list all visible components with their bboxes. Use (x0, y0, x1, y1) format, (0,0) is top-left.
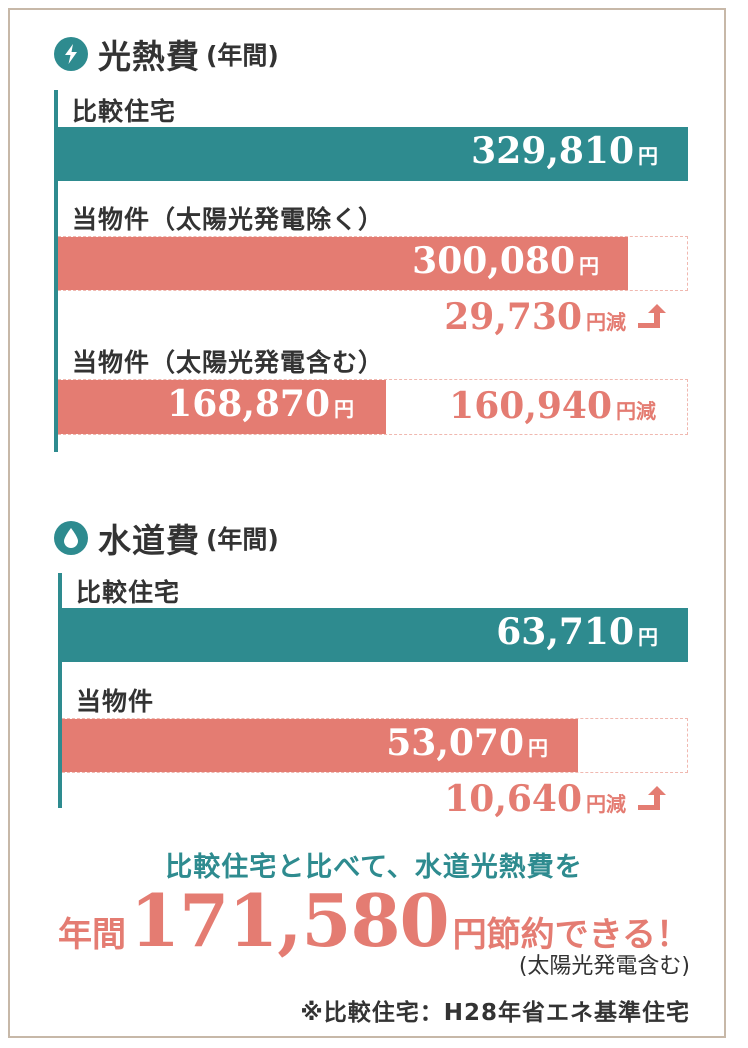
energy-bar-incl-solar-value: 168,870 円 (58, 383, 354, 431)
panel-frame (8, 8, 726, 1038)
energy-row-3-label: 当物件（太陽光発電含む） (72, 348, 385, 377)
water-section-title: 水道費 (年間) (54, 514, 279, 562)
energy-axis-line (54, 90, 58, 452)
turn-up-arrow-icon (636, 778, 666, 820)
lightning-icon (54, 37, 88, 71)
turn-up-arrow-icon (636, 296, 666, 338)
water-unit-2: 円 (528, 736, 548, 760)
energy-diff-1: 29,730 円減 (444, 296, 666, 338)
water-value-1: 63,710 (496, 611, 634, 653)
water-row-2-label: 当物件 (76, 687, 155, 716)
energy-bar-excl-solar (58, 237, 628, 290)
energy-section-title: 光熱費 (年間) (54, 30, 279, 78)
energy-diff-2: 160,940 円減 (449, 385, 656, 427)
energy-bar-comparison-value: 329,810 円 (58, 130, 658, 178)
energy-title: 光熱費 (98, 37, 200, 76)
energy-unit-3: 円 (334, 397, 354, 421)
summary-line-2: 年間 171,580 円節約できる！ (0, 878, 748, 963)
summary-prefix: 年間 (58, 915, 126, 955)
energy-row-2-label: 当物件（太陽光発電除く） (72, 205, 385, 234)
summary-note: (太陽光発電含む) (518, 954, 690, 979)
water-title: 水道費 (98, 521, 200, 560)
water-axis-line (58, 573, 62, 808)
water-row-1-label: 比較住宅 (76, 578, 181, 607)
energy-value-2: 300,080 (412, 240, 575, 282)
water-unit-1: 円 (638, 625, 658, 649)
summary-line-1: 比較住宅と比べて、水道光熱費を (165, 852, 583, 883)
water-value-2: 53,070 (386, 722, 524, 764)
water-bar-comparison-value: 63,710 円 (62, 611, 658, 659)
summary-suffix: 円節約できる！ (452, 915, 690, 955)
energy-title-sub: (年間) (206, 41, 279, 70)
energy-diff-2-unit: 円減 (616, 399, 656, 423)
water-diff-1-value: 10,640 (444, 778, 582, 820)
energy-bar-incl-solar (58, 380, 386, 434)
water-diff-1-unit: 円減 (586, 792, 626, 816)
water-bar-comparison (62, 608, 688, 662)
energy-unit-2: 円 (579, 254, 599, 278)
energy-diff-1-value: 29,730 (444, 296, 582, 338)
water-title-sub: (年間) (206, 525, 279, 554)
water-diff-1: 10,640 円減 (444, 778, 666, 820)
summary-amount: 171,580 (130, 878, 450, 963)
footnote: ※比較住宅：H28年省エネ基準住宅 (300, 1000, 690, 1026)
energy-bar-excl-solar-value: 300,080 円 (58, 240, 599, 288)
water-drop-icon (54, 521, 88, 555)
water-bar-property (62, 719, 578, 772)
energy-diff-1-unit: 円減 (586, 310, 626, 334)
energy-row-1-label: 比較住宅 (72, 97, 177, 126)
water-bar-property-value: 53,070 円 (62, 722, 548, 770)
energy-unit-1: 円 (638, 144, 658, 168)
energy-value-1: 329,810 (471, 130, 634, 172)
energy-value-3: 168,870 (167, 383, 330, 425)
energy-diff-2-value: 160,940 (449, 385, 612, 427)
energy-bar-comparison (58, 127, 688, 181)
